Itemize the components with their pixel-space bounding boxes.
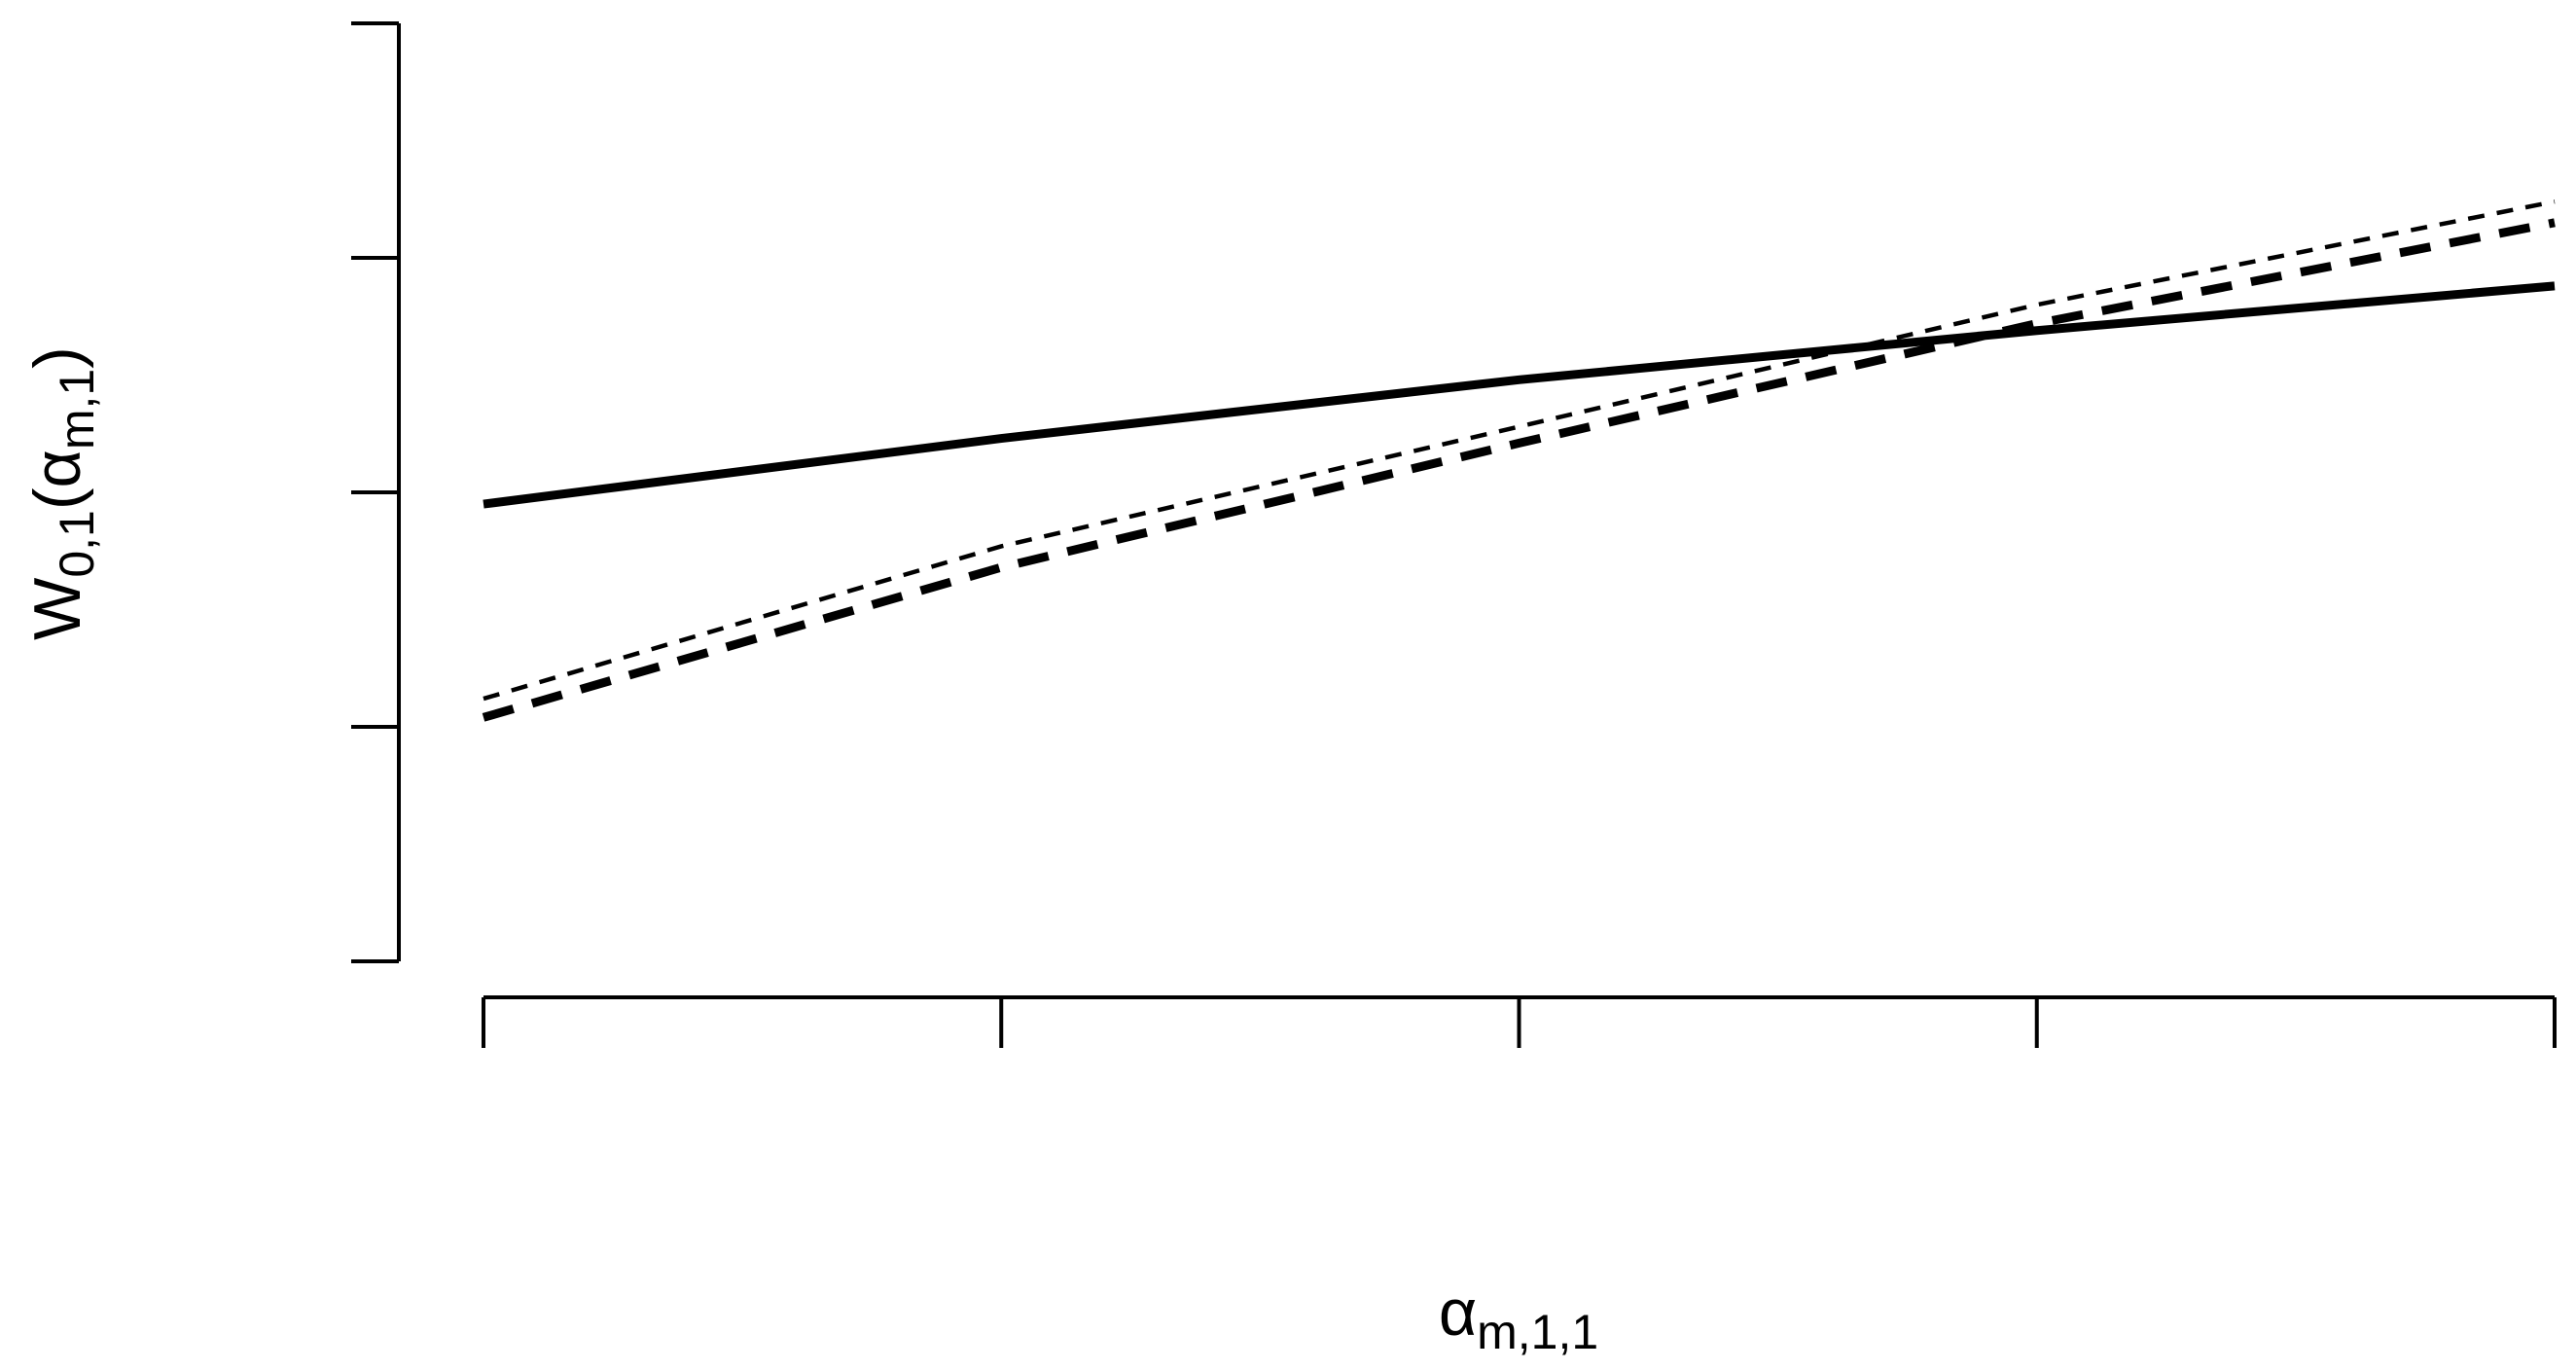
y-label-open: (α [20,450,94,510]
x-label-base: α [1439,1276,1477,1350]
y-label-sub: 0,1 [50,510,104,578]
x-label-sub: m,1,1 [1477,1305,1598,1359]
data-line [482,218,2556,722]
x-axis-label: αm,1,1 [1439,1276,1598,1359]
y-label-base: W [20,578,94,640]
y-label-close: ) [20,346,94,369]
y-axis-label: W0,1(αm,1) [20,346,104,640]
data-line [483,281,2556,509]
y-label-sub: m,1 [50,369,104,450]
data-line [483,198,2556,702]
